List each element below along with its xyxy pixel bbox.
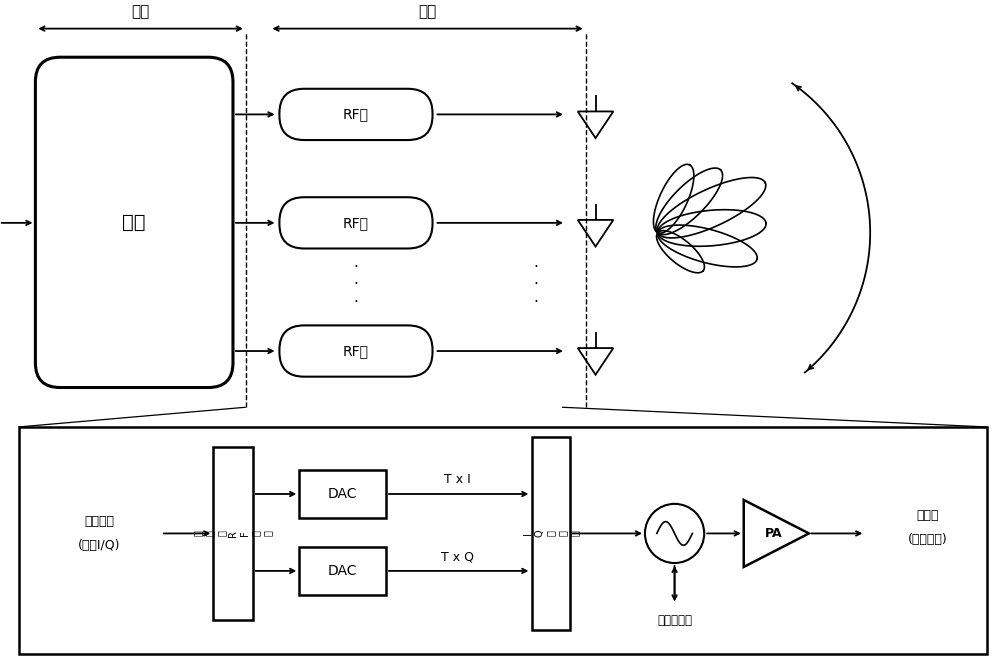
Text: 本机振荡器: 本机振荡器 [657,615,692,627]
Text: DAC: DAC [328,564,357,578]
Text: RF链: RF链 [343,107,369,121]
Text: DAC: DAC [328,487,357,501]
Text: ·
·
·: · · · [354,260,358,310]
Bar [299,470,386,518]
Text: 数
字
与
R
F
接
口: 数 字 与 R F 接 口 [193,530,273,537]
Text: RF链: RF链 [343,344,369,358]
FancyBboxPatch shape [279,326,433,377]
Text: 模拟: 模拟 [418,4,437,19]
FancyBboxPatch shape [35,57,233,387]
Text: PA: PA [765,527,782,540]
Text: I
Q
调
制
器: I Q 调 制 器 [523,530,579,537]
Bar [19,427,987,654]
Text: 数字: 数字 [131,4,149,19]
Bar [213,447,253,620]
Bar [532,437,570,630]
Text: (每个路径): (每个路径) [908,533,947,546]
Text: T x Q: T x Q [441,550,474,563]
Text: 至天线: 至天线 [916,509,939,522]
FancyBboxPatch shape [279,197,433,249]
Text: 来自基带: 来自基带 [85,515,115,528]
Bar [299,547,386,595]
Text: (数字I/Q): (数字I/Q) [78,539,121,552]
Text: RF链: RF链 [343,216,369,230]
Text: 基带: 基带 [122,213,146,232]
Text: T x I: T x I [444,473,471,486]
FancyBboxPatch shape [279,89,433,140]
Text: ·
·
·: · · · [534,260,539,310]
